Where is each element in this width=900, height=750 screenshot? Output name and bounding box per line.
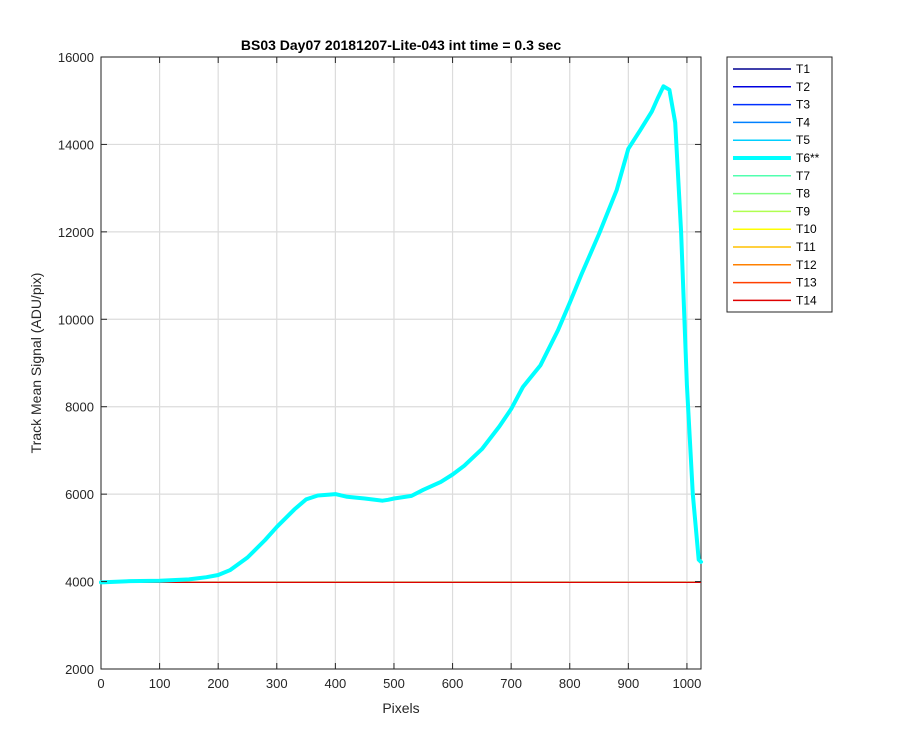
- x-tick-label: 100: [149, 676, 171, 691]
- plot-area: [100, 56, 702, 670]
- series-line-t6: [99, 84, 703, 585]
- y-tick-label: 8000: [65, 400, 94, 415]
- axis-ticks: 0 100 200 300 400 500 600 700 800 900 1000 2000 4000…: [58, 50, 702, 691]
- legend-label: T13: [796, 276, 817, 290]
- series-lines: [99, 84, 703, 585]
- y-tick-label: 6000: [65, 487, 94, 502]
- legend-label: T12: [796, 258, 817, 272]
- x-tick-label: 500: [383, 676, 405, 691]
- x-tick-label: 0: [97, 676, 104, 691]
- legend-label: T2: [796, 80, 810, 94]
- legend-label: T8: [796, 187, 810, 201]
- y-tick-label: 2000: [65, 662, 94, 677]
- legend-label: T6**: [796, 151, 820, 165]
- chart-title: BS03 Day07 20181207-Lite-043 int time = …: [241, 37, 561, 53]
- legend-label: T5: [796, 133, 810, 147]
- y-tick-label: 4000: [65, 575, 94, 590]
- legend-label: T1: [796, 62, 810, 76]
- legend-box: [726, 56, 833, 313]
- x-tick-label: 900: [617, 676, 639, 691]
- legend-label: T14: [796, 293, 817, 307]
- x-axis-title: Pixels: [382, 700, 419, 716]
- legend-label: T9: [796, 204, 810, 218]
- legend: T1 T2 T3 T4 T5 T6** T7 T8 T9 T10 T11 T12 T13 T14: [726, 56, 833, 313]
- x-tick-label: 800: [559, 676, 581, 691]
- y-tick-label: 16000: [58, 50, 94, 65]
- x-tick-label: 600: [442, 676, 464, 691]
- legend-label: T3: [796, 98, 810, 112]
- x-tick-label: 200: [207, 676, 229, 691]
- legend-label: T7: [796, 169, 810, 183]
- y-tick-label: 14000: [58, 137, 94, 152]
- x-tick-label: 700: [500, 676, 522, 691]
- x-tick-label: 300: [266, 676, 288, 691]
- y-tick-label: 12000: [58, 225, 94, 240]
- legend-label: T11: [796, 240, 816, 254]
- x-tick-label: 1000: [672, 676, 701, 691]
- legend-label: T4: [796, 115, 810, 129]
- legend-label: T10: [796, 222, 817, 236]
- y-axis-title: Track Mean Signal (ADU/pix): [28, 273, 44, 454]
- y-tick-label: 10000: [58, 312, 94, 327]
- x-tick-label: 400: [325, 676, 347, 691]
